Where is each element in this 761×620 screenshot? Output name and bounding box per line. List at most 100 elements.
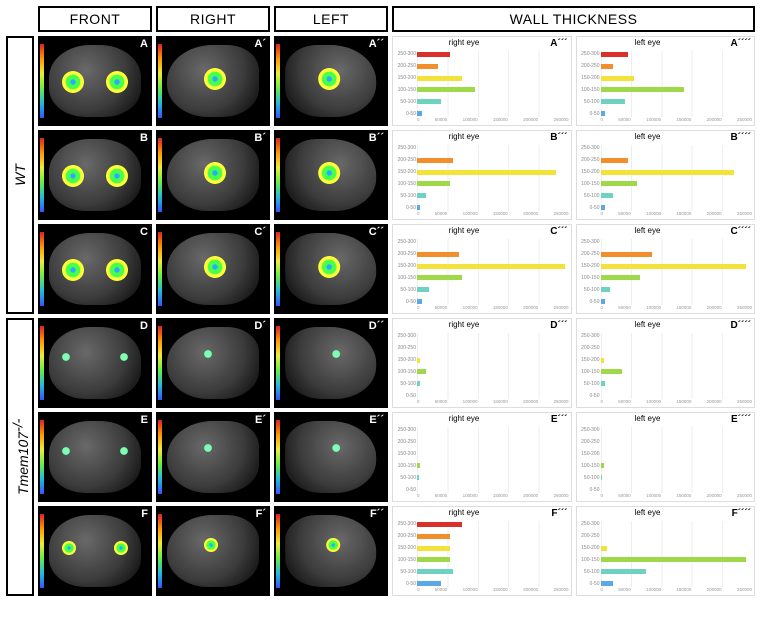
wall-chart-right-F: right eyeF´´´250-300200-250150-200100-15… xyxy=(392,506,572,596)
chart-title: right eye xyxy=(449,320,480,329)
head-3d xyxy=(285,233,376,305)
panel-label: A´´´ xyxy=(550,38,567,49)
render-front-B: B xyxy=(38,130,152,220)
panel-label: E´´´ xyxy=(551,414,568,425)
chart-title: left eye xyxy=(635,38,661,47)
y-labels: 250-300200-250150-200100-15050-1000-50 xyxy=(578,51,600,117)
bar xyxy=(417,381,420,386)
bar xyxy=(601,287,610,292)
bar xyxy=(601,369,622,374)
bar xyxy=(417,463,420,468)
y-labels: 250-300200-250150-200100-15050-1000-50 xyxy=(394,427,416,493)
eye-marker xyxy=(106,165,128,187)
render-right-C: C´ xyxy=(156,224,270,314)
wall-chart-left-C: left eyeC´´´´250-300200-250150-200100-15… xyxy=(576,224,756,314)
y-labels: 250-300200-250150-200100-15050-1000-50 xyxy=(394,239,416,305)
chart-title: right eye xyxy=(449,226,480,235)
panel-label: C´´ xyxy=(369,226,384,238)
bar xyxy=(601,569,646,574)
bar xyxy=(601,170,734,175)
col-header-right: RIGHT xyxy=(156,6,270,32)
bars xyxy=(601,239,753,305)
head-3d xyxy=(49,515,140,587)
y-labels: 250-300200-250150-200100-15050-1000-50 xyxy=(394,51,416,117)
eye-marker xyxy=(204,444,212,452)
chart-title: right eye xyxy=(449,38,480,47)
colorbar xyxy=(40,420,44,494)
panel-label: D´´ xyxy=(369,320,384,332)
bars xyxy=(417,239,569,305)
bar xyxy=(601,158,628,163)
panel-label: F xyxy=(141,508,148,520)
bar xyxy=(601,557,746,562)
col-header-left: LEFT xyxy=(274,6,388,32)
colorbar xyxy=(276,44,280,118)
render-right-D: D´ xyxy=(156,318,270,408)
wall-chart-right-B: right eyeB´´´250-300200-250150-200100-15… xyxy=(392,130,572,220)
bar xyxy=(417,475,419,480)
head-3d xyxy=(49,421,140,493)
eye-marker xyxy=(318,162,340,184)
panel-label: C´´´´ xyxy=(730,226,751,237)
y-labels: 250-300200-250150-200100-15050-1000-50 xyxy=(394,145,416,211)
bars xyxy=(601,521,753,587)
panel-label: C xyxy=(140,226,148,238)
wall-chart-right-A: right eye A´´´ 250-300200-250150-200100-15… xyxy=(392,36,572,126)
bar xyxy=(601,205,606,210)
eye-marker xyxy=(62,259,84,281)
render-left-B: B´´ xyxy=(274,130,388,220)
eye-marker xyxy=(204,256,226,278)
head-3d xyxy=(167,421,258,493)
wall-pair-E: right eyeE´´´250-300200-250150-200100-15… xyxy=(392,412,755,502)
wall-chart-left-D: left eyeD´´´´250-300200-250150-200100-15… xyxy=(576,318,756,408)
chart-title: left eye xyxy=(635,132,661,141)
render-left-D: D´´ xyxy=(274,318,388,408)
eye-marker xyxy=(62,541,76,555)
bar xyxy=(417,205,420,210)
chart-title: left eye xyxy=(635,320,661,329)
render-left-E: E´´ xyxy=(274,412,388,502)
bar xyxy=(601,358,604,363)
panel-label: B´´ xyxy=(369,132,384,144)
panel-label: B´´´´ xyxy=(730,132,751,143)
bars xyxy=(601,427,753,493)
bar xyxy=(601,252,653,257)
bar xyxy=(417,181,450,186)
y-labels: 250-300200-250150-200100-15050-1000-50 xyxy=(578,521,600,587)
eye-marker xyxy=(62,447,70,455)
panel-label: B´ xyxy=(254,132,266,144)
bar xyxy=(601,193,613,198)
render-front-D: D xyxy=(38,318,152,408)
eye-marker xyxy=(318,256,340,278)
colorbar xyxy=(40,232,44,306)
corner-spacer xyxy=(6,6,34,32)
x-ticks: 050000100000150000200000250000 xyxy=(601,117,753,125)
head-3d xyxy=(49,139,140,211)
panel-label: F´´ xyxy=(370,508,384,520)
panel-label: A´´´´ xyxy=(730,38,751,49)
bar xyxy=(601,111,606,116)
head-3d xyxy=(285,515,376,587)
eye-marker xyxy=(62,165,84,187)
bar xyxy=(417,299,422,304)
panel-label: C´ xyxy=(254,226,266,238)
panel-label: B´´´ xyxy=(550,132,567,143)
eye-marker xyxy=(120,353,128,361)
bar xyxy=(417,76,462,81)
bars xyxy=(417,333,569,399)
chart-title: left eye xyxy=(635,508,661,517)
bar xyxy=(417,193,426,198)
x-ticks: 050000100000150000200000250000 xyxy=(601,211,753,219)
bar xyxy=(601,299,606,304)
chart-title: left eye xyxy=(635,414,661,423)
eye-marker xyxy=(318,68,340,90)
wall-chart-left-B: left eyeB´´´´250-300200-250150-200100-15… xyxy=(576,130,756,220)
eye-marker xyxy=(62,353,70,361)
wall-chart-left-A: left eye A´´´´ 250-300200-250150-200100-15… xyxy=(576,36,756,126)
bar xyxy=(417,99,441,104)
head-3d xyxy=(167,233,258,305)
panel-label: A xyxy=(140,38,148,50)
colorbar xyxy=(158,420,162,494)
colorbar xyxy=(40,514,44,588)
figure-panel: FRONT RIGHT LEFT WALL THICKNESS WT AA´A´… xyxy=(0,0,761,602)
